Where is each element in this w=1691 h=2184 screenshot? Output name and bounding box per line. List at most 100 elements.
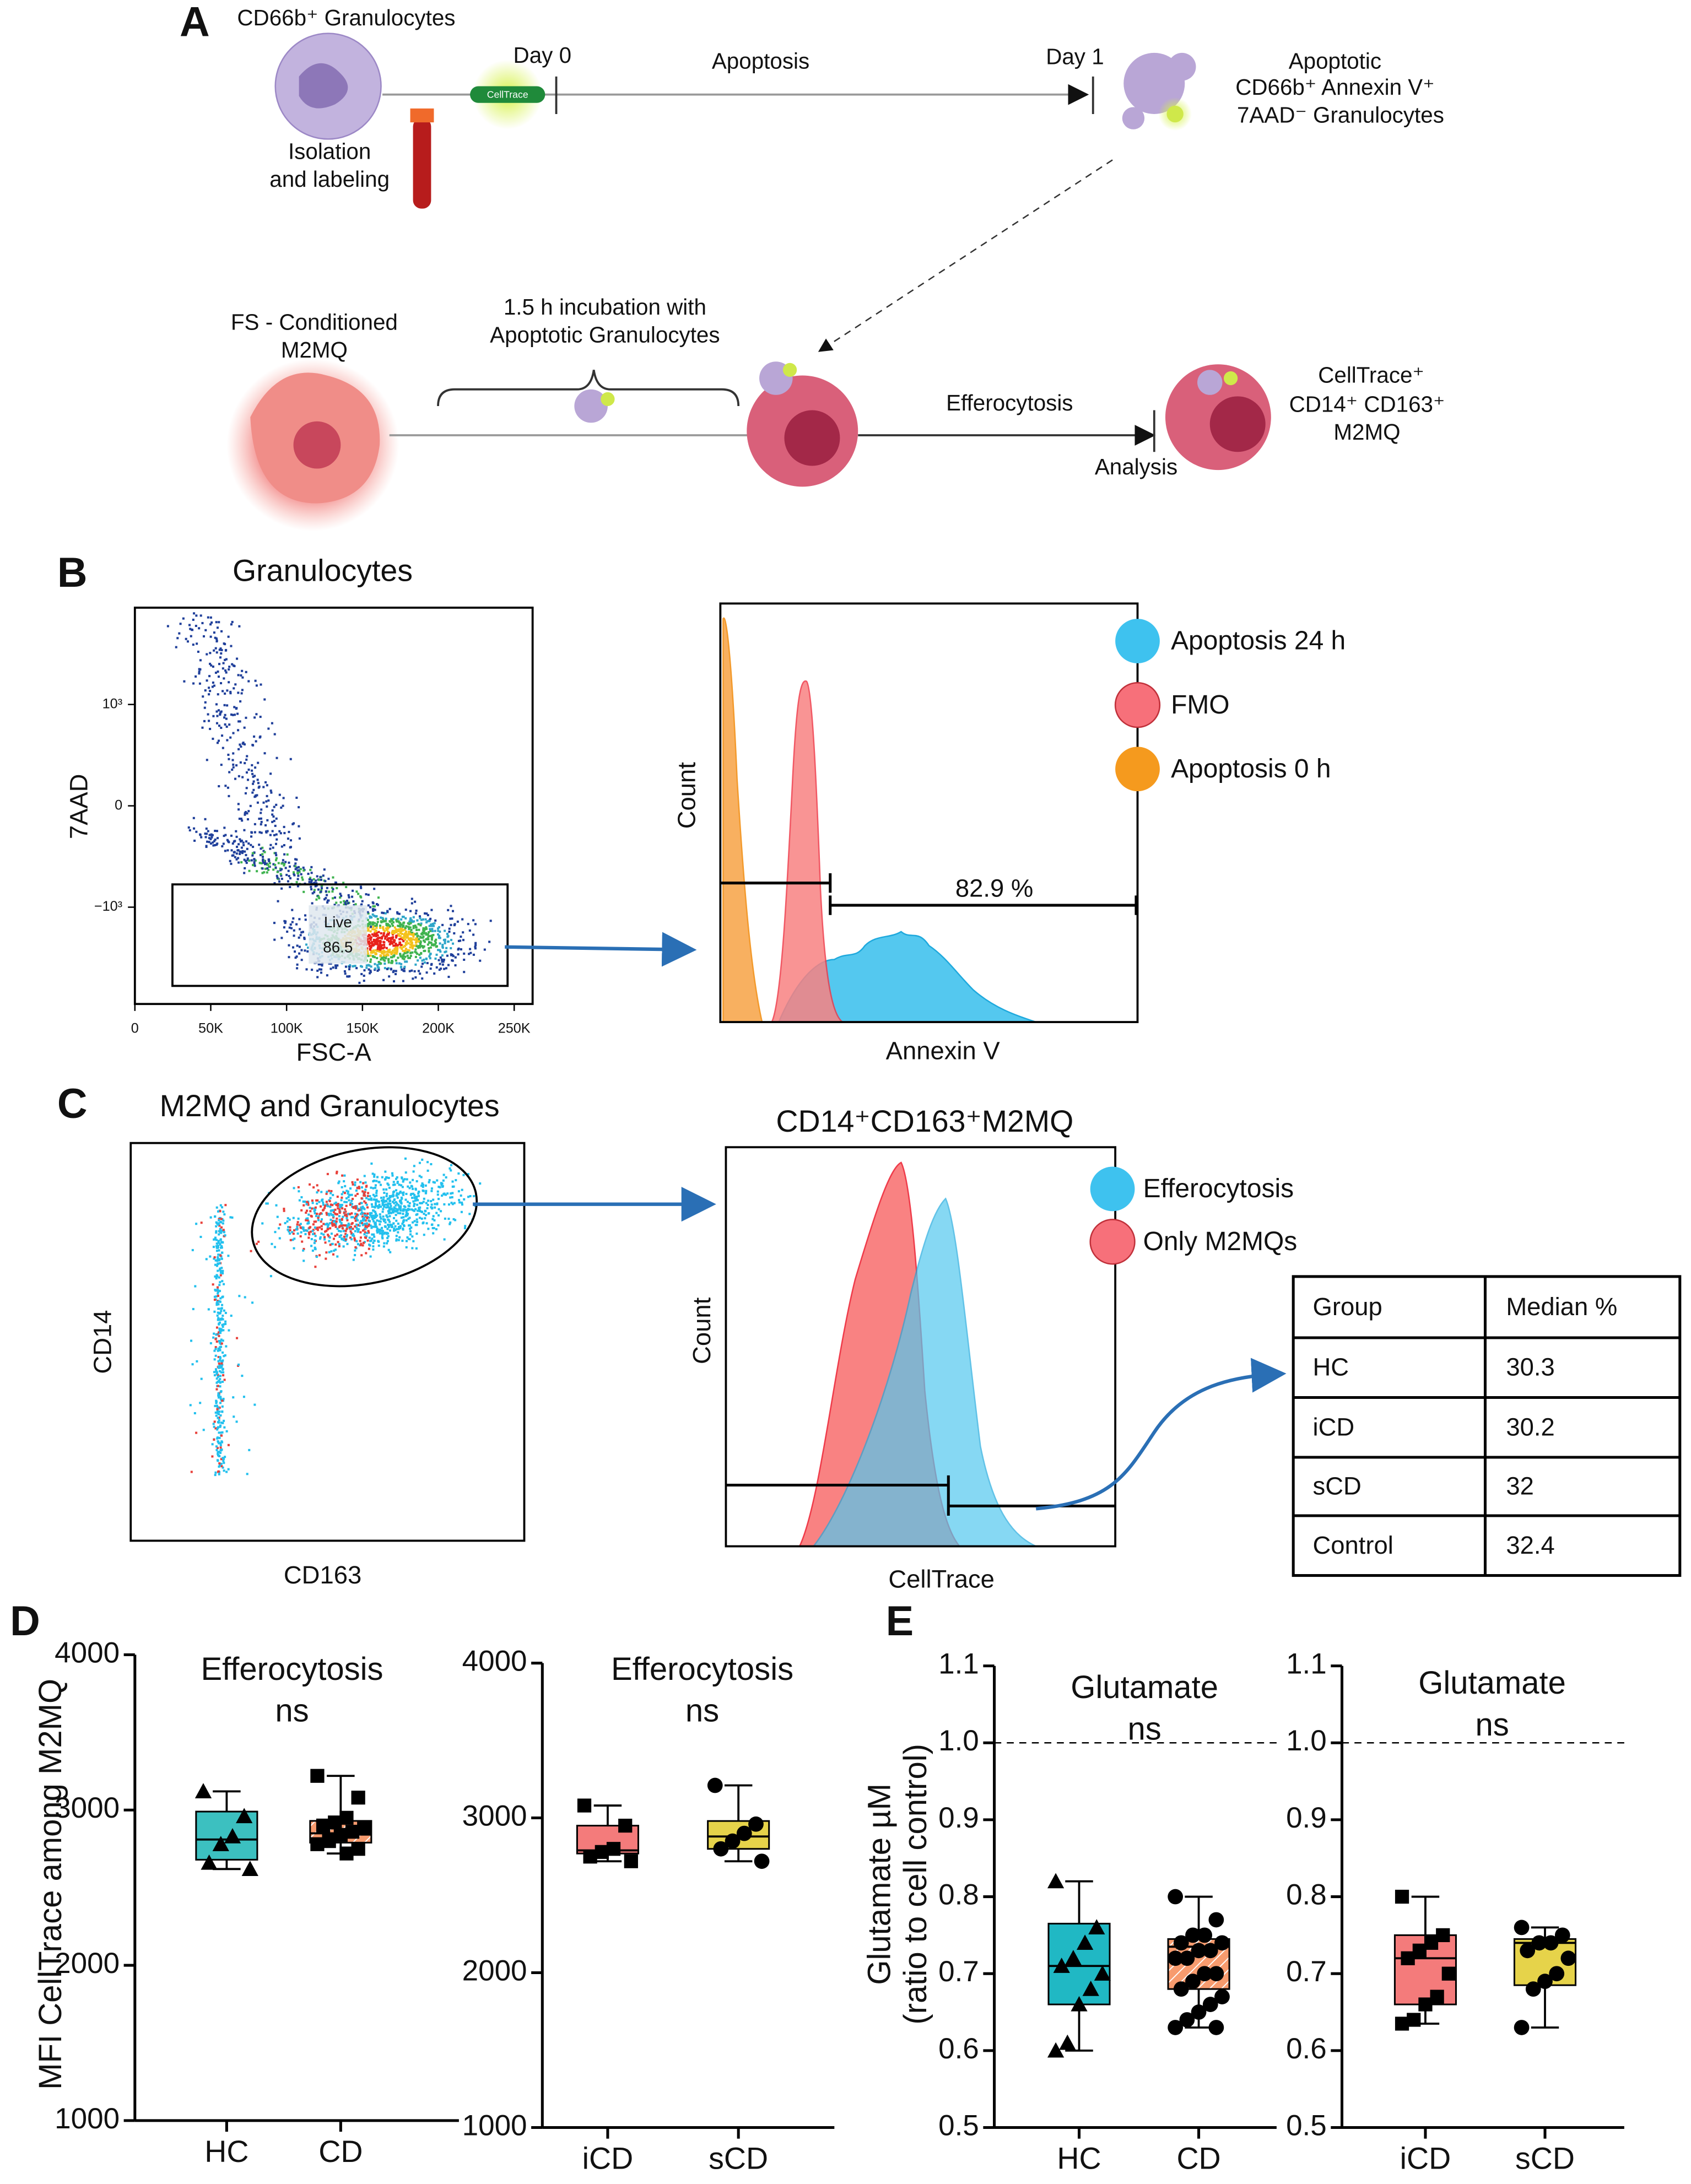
event-dot — [296, 885, 299, 888]
event-dot — [415, 926, 418, 929]
event-dot — [199, 668, 202, 671]
event-dot — [415, 939, 418, 942]
event-dot — [352, 1205, 355, 1208]
event-dot — [219, 1446, 222, 1449]
event-dot — [223, 1426, 226, 1429]
event-dot — [413, 1165, 415, 1167]
x-tick-label: sCD — [709, 2142, 768, 2176]
event-dot — [217, 1311, 219, 1314]
event-dot — [223, 1323, 225, 1326]
point — [1065, 1950, 1082, 1965]
event-dot — [372, 940, 375, 943]
x-tick-label: iCD — [582, 2142, 634, 2176]
event-dot — [474, 945, 477, 948]
event-dot — [217, 1210, 220, 1213]
event-dot — [323, 1207, 326, 1209]
y-axis-label: 7AAD — [64, 774, 93, 840]
event-dot — [382, 1188, 385, 1191]
event-dot — [388, 1199, 391, 1202]
event-dot — [383, 1205, 386, 1208]
event-dot — [299, 1226, 302, 1229]
x-axis-label: CD163 — [284, 1561, 361, 1589]
event-dot — [376, 964, 379, 967]
event-dot — [295, 858, 298, 861]
y-tick-label: 0.6 — [1286, 2032, 1327, 2065]
event-dot — [351, 1203, 354, 1205]
event-dot — [224, 1320, 227, 1323]
event-dot — [233, 1415, 235, 1418]
gate-value: 86.5 — [323, 939, 353, 956]
point — [345, 1825, 360, 1839]
event-dot — [231, 713, 234, 716]
event-dot — [344, 965, 347, 968]
event-dot — [324, 1241, 327, 1244]
event-dot — [372, 926, 375, 928]
event-dot — [460, 1210, 463, 1213]
event-dot — [213, 840, 215, 842]
event-dot — [209, 842, 212, 845]
event-dot — [216, 1314, 219, 1317]
event-dot — [214, 1263, 217, 1266]
event-dot — [380, 1183, 382, 1186]
event-dot — [370, 952, 372, 954]
event-dot — [217, 1223, 220, 1226]
event-dot — [379, 1220, 382, 1223]
point — [351, 1842, 365, 1856]
event-dot — [192, 618, 195, 621]
event-dot — [297, 874, 300, 877]
event-dot — [313, 1242, 316, 1245]
event-dot — [424, 927, 426, 930]
event-dot — [326, 1213, 328, 1216]
event-dot — [215, 1401, 218, 1403]
event-dot — [392, 1217, 396, 1219]
event-dot — [238, 818, 241, 820]
event-dot — [407, 922, 409, 925]
event-dot — [426, 933, 429, 936]
event-dot — [220, 1371, 223, 1374]
event-dot — [381, 1230, 384, 1232]
event-dot — [253, 775, 256, 777]
event-dot — [259, 716, 262, 718]
event-dot — [220, 1462, 223, 1465]
event-dot — [222, 1459, 225, 1462]
event-dot — [204, 689, 207, 692]
event-dot — [377, 896, 380, 899]
event-dot — [271, 830, 274, 832]
event-dot — [395, 1235, 398, 1237]
point — [339, 1846, 354, 1861]
event-dot — [230, 849, 233, 852]
event-dot — [398, 934, 401, 937]
event-dot — [183, 680, 186, 683]
event-dot — [221, 734, 224, 737]
event-dot — [292, 1232, 295, 1235]
event-dot — [272, 846, 274, 849]
dye-dot — [782, 363, 797, 377]
event-dot — [411, 1197, 414, 1199]
event-dot — [385, 922, 388, 925]
point — [1197, 1927, 1213, 1943]
event-dot — [258, 862, 261, 864]
point — [1168, 1950, 1184, 1966]
event-dot — [253, 858, 256, 861]
event-dot — [217, 1410, 219, 1413]
event-dot — [247, 768, 250, 771]
event-dot — [227, 840, 230, 842]
event-dot — [369, 1240, 372, 1242]
event-dot — [380, 958, 382, 961]
event-dot — [216, 1286, 219, 1289]
event-dot — [266, 871, 268, 874]
event-dot — [401, 1240, 404, 1242]
event-dot — [300, 1196, 303, 1199]
event-dot — [408, 1238, 411, 1241]
event-dot — [361, 1229, 364, 1232]
event-dot — [387, 1176, 390, 1179]
event-dot — [384, 937, 387, 940]
event-dot — [468, 953, 471, 955]
event-dot — [334, 1243, 337, 1246]
event-dot — [474, 947, 477, 950]
event-dot — [388, 975, 391, 978]
event-dot — [414, 948, 417, 951]
event-dot — [266, 862, 268, 865]
event-dot — [374, 1204, 377, 1207]
event-dot — [364, 1214, 366, 1217]
